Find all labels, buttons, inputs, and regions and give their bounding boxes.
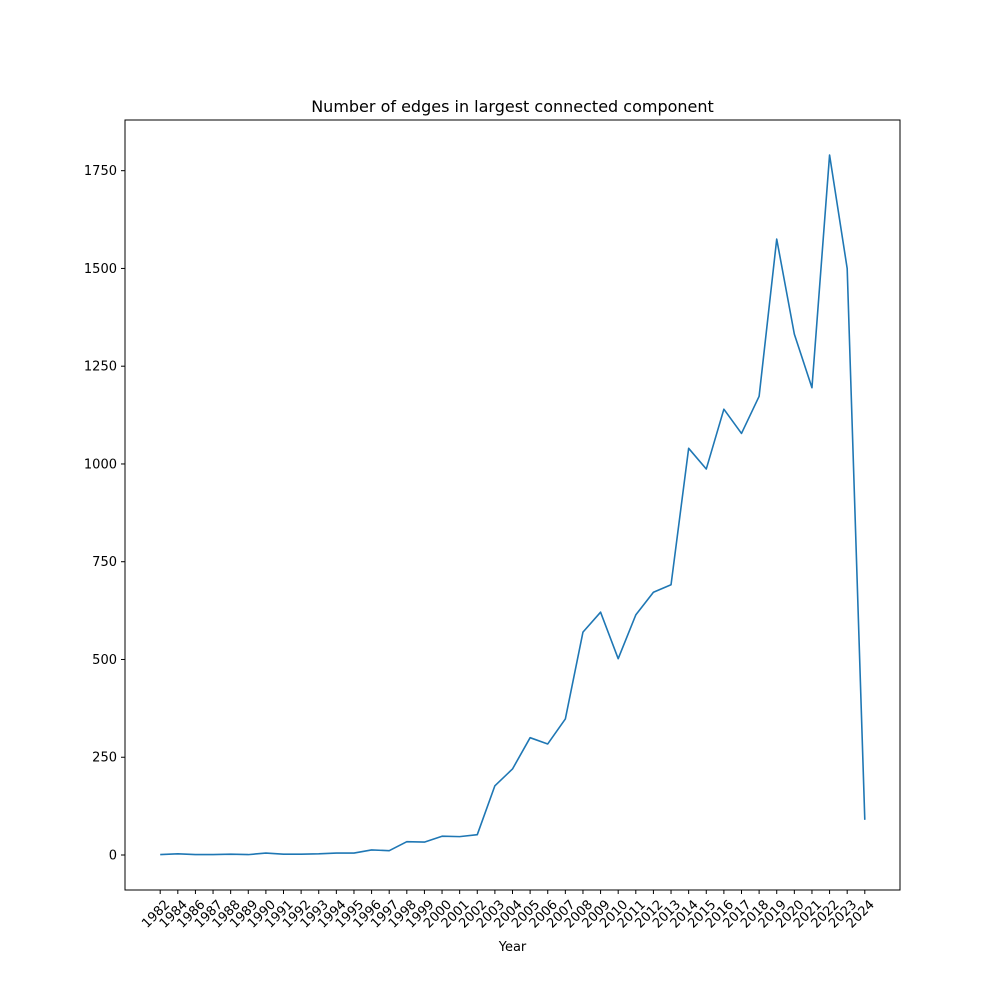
y-tick-label: 500 <box>92 653 117 668</box>
series-layer <box>160 154 866 856</box>
y-tick-label: 1500 <box>84 262 117 277</box>
y-tick-label: 250 <box>92 751 117 766</box>
y-tick-label: 1750 <box>84 164 117 179</box>
y-tick-label: 750 <box>92 555 117 570</box>
x-axis: 1982198419861987198819891990199119921993… <box>139 890 878 931</box>
data-series-line <box>160 154 866 856</box>
y-tick-label: 1250 <box>84 360 117 375</box>
y-tick-label: 1000 <box>84 457 117 472</box>
chart-title: Number of edges in largest connected com… <box>311 97 714 116</box>
plot-frame <box>124 119 901 891</box>
y-tick-label: 0 <box>109 849 117 864</box>
x-axis-label: Year <box>498 940 527 955</box>
y-axis: 0 250 500 750 1000 1250 1500 1750 <box>84 164 125 864</box>
plot-area <box>125 120 900 890</box>
